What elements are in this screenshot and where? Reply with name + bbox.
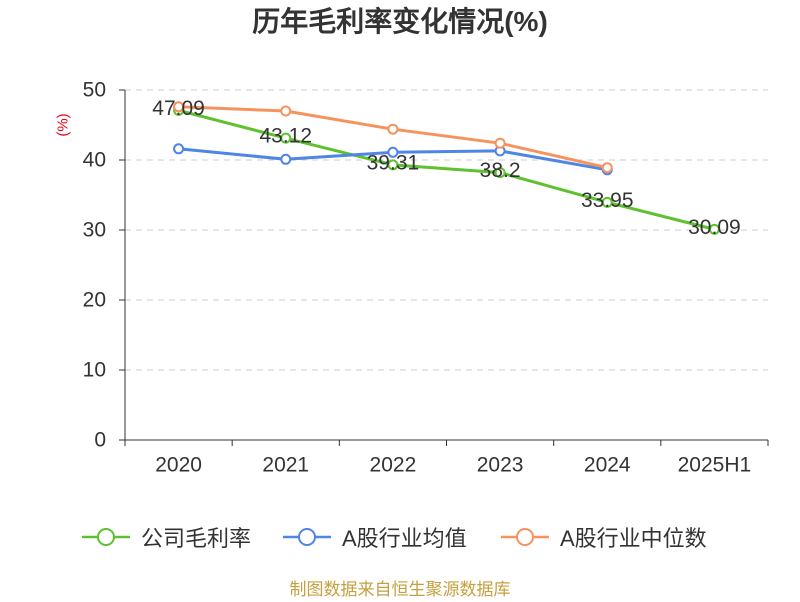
series-line-company-gross-margin bbox=[177, 108, 716, 231]
data-label: 33.95 bbox=[581, 189, 634, 212]
data-point-company-gross-margin bbox=[387, 159, 399, 171]
y-tick-label: 10 bbox=[83, 359, 106, 382]
data-point-industry-average bbox=[387, 146, 399, 158]
legend-item-industry-average[interactable]: A股行业均值 bbox=[283, 522, 467, 552]
y-tick-label: 20 bbox=[83, 289, 106, 312]
series-points bbox=[173, 101, 720, 235]
legend-line-marker-icon bbox=[82, 528, 130, 546]
y-axis-label: (%) bbox=[55, 113, 72, 136]
legend-label: A股行业中位数 bbox=[560, 526, 707, 551]
data-point-industry-median bbox=[173, 101, 185, 113]
legend: 公司毛利率 A股行业均值 A股行业中位数 bbox=[0, 522, 800, 552]
data-label: 47.09 bbox=[152, 97, 205, 120]
y-tick-label: 30 bbox=[83, 219, 106, 242]
legend-item-industry-median[interactable]: A股行业中位数 bbox=[501, 522, 707, 552]
x-tick-label: 2021 bbox=[262, 454, 309, 477]
legend-label: A股行业均值 bbox=[342, 526, 467, 551]
chart-title: 历年毛利率变化情况(%) bbox=[252, 6, 548, 37]
y-tick-label: 0 bbox=[94, 429, 106, 452]
data-point-industry-median bbox=[494, 137, 506, 149]
data-point-industry-median bbox=[387, 123, 399, 135]
x-tick-label: 2023 bbox=[477, 454, 524, 477]
data-point-company-gross-margin bbox=[708, 223, 720, 235]
data-label: 43.12 bbox=[259, 125, 312, 148]
legend-item-company-gross-margin[interactable]: 公司毛利率 bbox=[82, 522, 251, 552]
data-label: 39.31 bbox=[367, 151, 420, 174]
x-tick-label: 2024 bbox=[584, 454, 631, 477]
x-tick-label: 2020 bbox=[155, 454, 202, 477]
data-point-company-gross-margin bbox=[494, 167, 506, 179]
data-point-industry-average bbox=[173, 143, 185, 155]
source-note: 制图数据来自恒生聚源数据库 bbox=[289, 580, 511, 599]
data-point-industry-median bbox=[601, 162, 613, 174]
x-tick-label: 2022 bbox=[370, 454, 417, 477]
data-point-industry-median bbox=[280, 105, 292, 117]
data-point-industry-average bbox=[280, 153, 292, 165]
legend-label: 公司毛利率 bbox=[141, 526, 252, 551]
gridlines bbox=[125, 89, 768, 371]
data-label: 38.2 bbox=[480, 159, 521, 182]
legend-line-marker-icon bbox=[501, 528, 549, 546]
data-label: 30.09 bbox=[688, 216, 741, 239]
axes: 0 10 20 30 40 50 2020 2021 2022 2023 2024 2025H1 bbox=[83, 79, 769, 477]
y-tick-label: 50 bbox=[83, 79, 106, 102]
x-tick-label: 2025H1 bbox=[678, 454, 752, 477]
data-point-company-gross-margin bbox=[280, 132, 292, 144]
y-tick-label: 40 bbox=[83, 149, 106, 172]
legend-line-marker-icon bbox=[283, 528, 331, 546]
data-labels: 47.09 43.12 39.31 38.2 33.95 30.09 bbox=[152, 97, 740, 239]
data-point-company-gross-margin bbox=[601, 196, 613, 208]
